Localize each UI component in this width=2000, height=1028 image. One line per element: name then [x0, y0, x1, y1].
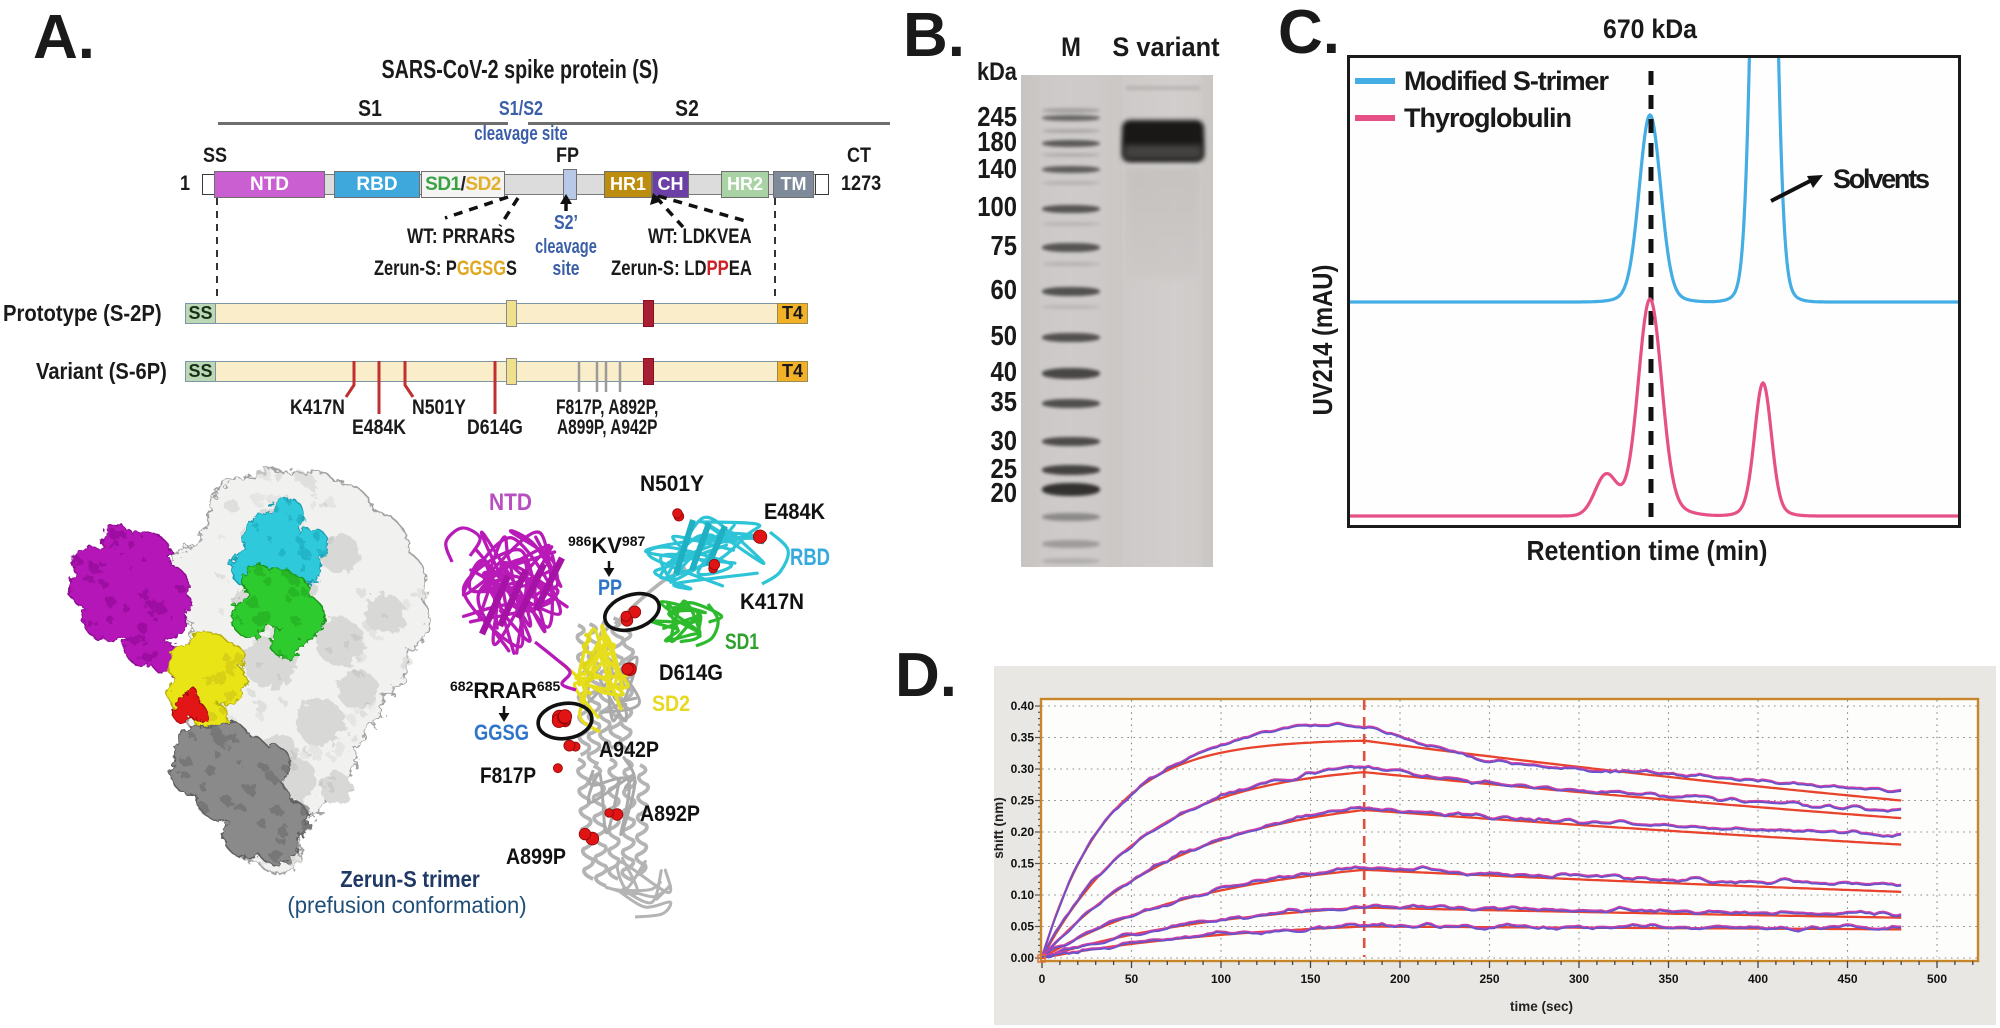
svg-text:50: 50 — [1125, 972, 1139, 986]
svg-text:0.15: 0.15 — [1011, 857, 1035, 871]
svg-text:0.20: 0.20 — [1011, 825, 1035, 839]
svg-text:N501Y: N501Y — [640, 471, 704, 496]
svg-text:SD2: SD2 — [652, 691, 690, 716]
svg-text:NTD: NTD — [489, 489, 532, 516]
svg-text:RBD: RBD — [790, 544, 830, 571]
svg-text:PP: PP — [598, 575, 622, 600]
svg-text:450: 450 — [1837, 972, 1857, 986]
svg-text:F817P: F817P — [480, 763, 536, 788]
svg-text:A892P: A892P — [640, 801, 700, 826]
svg-text:0.05: 0.05 — [1011, 920, 1035, 934]
svg-text:A899P: A899P — [506, 844, 566, 869]
svg-text:300: 300 — [1569, 972, 1589, 986]
svg-text:350: 350 — [1658, 972, 1678, 986]
svg-text:Solvents: Solvents — [1833, 164, 1930, 194]
svg-text:0: 0 — [1039, 972, 1046, 986]
svg-text:986KV987: 986KV987 — [568, 533, 645, 558]
svg-text:K417N: K417N — [740, 589, 804, 614]
svg-text:200: 200 — [1390, 972, 1410, 986]
svg-text:0.40: 0.40 — [1011, 699, 1035, 713]
svg-text:E484K: E484K — [764, 499, 825, 524]
svg-text:0.00: 0.00 — [1011, 951, 1035, 965]
svg-text:A942P: A942P — [599, 737, 659, 762]
svg-text:0.25: 0.25 — [1011, 794, 1035, 808]
svg-text:100: 100 — [1211, 972, 1231, 986]
svg-text:GGSG: GGSG — [474, 720, 529, 745]
svg-text:0.10: 0.10 — [1011, 888, 1035, 902]
svg-text:Thyroglobulin: Thyroglobulin — [1404, 103, 1572, 133]
svg-text:shift (nm): shift (nm) — [994, 797, 1006, 859]
svg-text:682RRAR685: 682RRAR685 — [450, 678, 560, 703]
svg-text:150: 150 — [1300, 972, 1320, 986]
svg-text:Modified S-trimer: Modified S-trimer — [1404, 66, 1609, 96]
svg-text:0.30: 0.30 — [1011, 762, 1035, 776]
svg-text:SD1: SD1 — [725, 629, 759, 654]
svg-text:400: 400 — [1748, 972, 1768, 986]
svg-text:500: 500 — [1927, 972, 1947, 986]
svg-text:D614G: D614G — [659, 660, 723, 685]
svg-text:time (sec): time (sec) — [1510, 999, 1573, 1014]
svg-text:250: 250 — [1479, 972, 1499, 986]
svg-text:0.35: 0.35 — [1011, 731, 1035, 745]
